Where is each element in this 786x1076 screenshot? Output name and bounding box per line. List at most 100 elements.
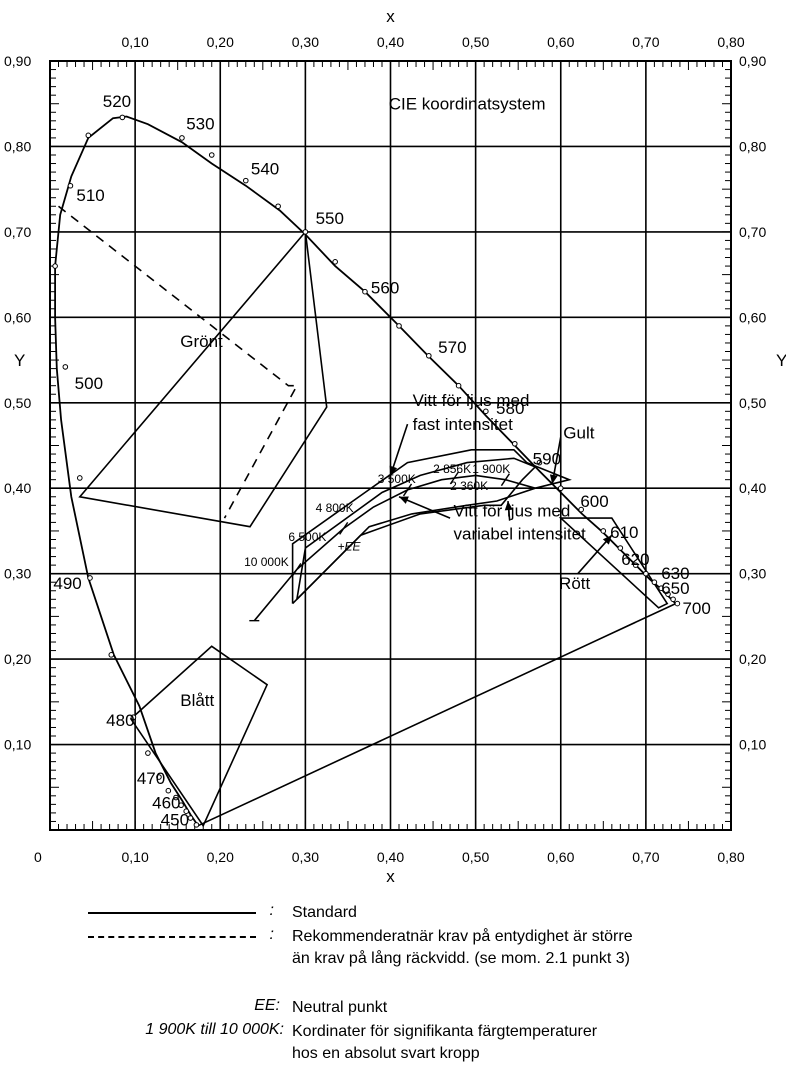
temperature-tick <box>449 471 459 485</box>
x-tick-label-top: 0,70 <box>632 34 659 50</box>
chart-title: CIE koordinatsystem <box>389 95 546 114</box>
wavelength-label: 530 <box>186 114 214 133</box>
wavelength-marker <box>108 652 115 658</box>
y-tick-label: 0,40 <box>4 480 31 496</box>
x-tick-label: 0,60 <box>547 849 574 865</box>
legend-text: Rekommenderatnär krav på entydighet är s… <box>292 928 633 945</box>
legend-text: Neutral punkt <box>292 999 388 1016</box>
region-outline <box>78 229 328 528</box>
wavelength-marker <box>119 114 126 121</box>
wavelength-label: 500 <box>75 374 103 393</box>
x-tick-label: 0 <box>34 849 42 865</box>
wavelength-label: 450 <box>161 811 189 830</box>
y-axis-label-right: Y <box>776 351 786 370</box>
y-tick-label-right: 0,30 <box>739 566 766 582</box>
legend-text: Standard <box>292 904 357 921</box>
x-tick-label-top: 0,80 <box>717 34 744 50</box>
legend-text-line2: än krav på lång räckvidd. (se mom. 2.1 p… <box>292 950 630 967</box>
temperature-tick <box>339 521 349 535</box>
y-tick-label-right: 0,90 <box>739 53 766 69</box>
wavelength-label: 600 <box>580 492 608 511</box>
wavelength-marker <box>674 600 681 607</box>
arrow-shaft <box>398 496 451 519</box>
x-tick-label: 0,30 <box>292 849 319 865</box>
white-variable-region <box>296 457 537 600</box>
y-axis-label: Y <box>14 351 25 370</box>
y-tick-label: 0,50 <box>4 395 31 411</box>
x-tick-label-top: 0,40 <box>377 34 404 50</box>
legend-key: EE: <box>254 997 280 1014</box>
y-tick-label-right: 0,60 <box>739 309 766 325</box>
wavelength-marker <box>362 288 368 295</box>
arrow-white-variable-2 <box>504 500 513 521</box>
white-fixed-region <box>291 448 572 605</box>
wavelength-label: 510 <box>76 186 104 205</box>
y-tick-label-right: 0,40 <box>739 480 766 496</box>
arrow-head <box>504 501 513 511</box>
x-tick-label: 0,80 <box>717 849 744 865</box>
y-tick-label-right: 0,70 <box>739 224 766 240</box>
wavelength-label: 470 <box>137 769 165 788</box>
wavelength-label: 570 <box>438 338 466 357</box>
arrow-white-fixed <box>389 423 409 476</box>
x-tick-label: 0,50 <box>462 849 489 865</box>
wavelength-marker <box>483 408 489 415</box>
wavelength-marker <box>396 323 402 329</box>
wavelength-marker <box>455 382 462 389</box>
locus-markers <box>52 114 681 828</box>
wavelength-label: 460 <box>152 794 180 813</box>
y-tick-label: 0,70 <box>4 224 31 240</box>
wavelength-marker <box>179 135 185 141</box>
wavelength-label: 700 <box>682 599 710 618</box>
y-tick-label: 0,20 <box>4 651 31 667</box>
region-label: Blått <box>180 691 214 710</box>
temperature-label: 2 360K <box>450 479 488 493</box>
x-tick-label-top: 0,50 <box>462 34 489 50</box>
wavelength-marker <box>632 562 639 568</box>
x-tick-label-top: 0,30 <box>292 34 319 50</box>
temperature-label: 6 500K <box>288 530 326 544</box>
wavelength-label: 560 <box>371 278 399 297</box>
wavelength-marker <box>302 229 309 235</box>
neutral-point-label: +EE <box>337 539 361 553</box>
wavelength-marker <box>165 787 172 794</box>
chart-labels: CIE koordinatsystem Grönt Blått Gult Rött 450… <box>53 92 710 830</box>
recommended-boundary <box>58 205 299 519</box>
wavelength-label: 590 <box>533 449 561 468</box>
y-tick-label: 0,90 <box>4 53 31 69</box>
wavelength-marker <box>670 596 676 603</box>
legend-key: 1 900K till 10 000K: <box>145 1021 284 1038</box>
legend-item-temperatures: 1 900K till 10 000K: Kordinater för sign… <box>0 1021 786 1065</box>
arrow-head <box>389 465 398 476</box>
x-tick-label: 0,40 <box>377 849 404 865</box>
region-label: Rött <box>559 574 590 593</box>
arrow-shaft <box>389 423 409 476</box>
legend-key: : <box>269 902 274 919</box>
x-tick-label-top: 0,10 <box>122 34 149 50</box>
cie-chart: 0 0,10 0,20 0,30 0,40 0,50 0,60 0,70 0,80 0,10 0,2… <box>4 7 786 886</box>
wavelength-marker <box>617 545 624 551</box>
purple-line <box>197 602 677 827</box>
arrow-yellow <box>549 436 562 485</box>
legend-item-standard: : Standard <box>0 902 786 924</box>
wavelength-marker <box>651 579 658 586</box>
wavelength-marker <box>145 750 151 756</box>
annotation-text: fast intensitet <box>413 415 513 434</box>
wavelength-marker <box>130 714 137 721</box>
wavelength-marker <box>332 258 338 265</box>
y-tick-label: 0,80 <box>4 138 31 154</box>
region-outline <box>558 517 669 609</box>
x-tick-label: 0,10 <box>122 849 149 865</box>
wavelength-marker <box>600 528 607 534</box>
y-tick-label: 0,30 <box>4 566 31 582</box>
wavelength-label: 480 <box>106 711 134 730</box>
wavelength-label: 540 <box>251 160 279 179</box>
region-label: Gult <box>563 424 594 443</box>
legend-text-line2: hos en absolut svart kropp <box>292 1045 480 1062</box>
wavelength-label: 550 <box>316 209 344 228</box>
wavelength-marker <box>557 485 564 492</box>
y-tick-label-right: 0,20 <box>739 651 766 667</box>
wavelength-label: 650 <box>661 579 689 598</box>
temperature-label: 3 500K <box>378 472 416 486</box>
annotation-text: Vitt för ljus med <box>453 501 570 520</box>
